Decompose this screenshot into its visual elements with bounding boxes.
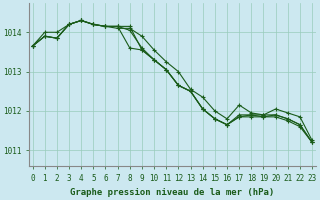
X-axis label: Graphe pression niveau de la mer (hPa): Graphe pression niveau de la mer (hPa) bbox=[70, 188, 275, 197]
